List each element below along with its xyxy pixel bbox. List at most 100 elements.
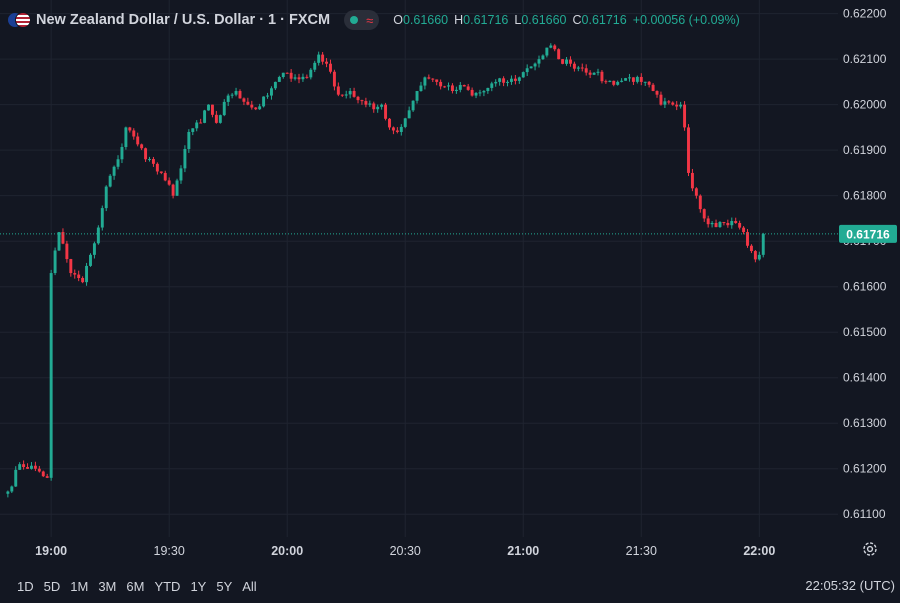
candle-body <box>301 76 305 80</box>
time-axis[interactable]: 19:00 19:30 20:00 20:30 21:00 21:30 22:00 <box>35 544 775 558</box>
candle-body <box>482 91 486 93</box>
candle-body <box>687 127 690 173</box>
candle-body <box>242 98 246 102</box>
range-all[interactable]: All <box>242 579 257 594</box>
price-tick-label: 0.62200 <box>843 7 887 21</box>
price-tick-label: 0.61500 <box>843 325 887 339</box>
candle-body <box>360 100 364 102</box>
price-axis[interactable]: 0.62200 0.62100 0.62000 0.61900 0.61800 0.617… <box>843 7 887 522</box>
candle-body <box>694 188 698 196</box>
low-label: L <box>514 13 522 27</box>
candle-body <box>478 92 482 94</box>
candle-body <box>222 101 226 116</box>
candle-body <box>490 83 494 88</box>
candle-body <box>683 104 687 128</box>
candle-body <box>580 67 584 69</box>
candle-body <box>140 144 144 149</box>
candle-body <box>631 77 635 82</box>
symbol-title[interactable]: New Zealand Dollar / U.S. Dollar · 1 · F… <box>36 12 331 28</box>
candle-body <box>541 55 545 60</box>
candle-body <box>22 464 26 468</box>
candle-body <box>576 67 580 69</box>
candle-body <box>148 159 151 161</box>
candle-body <box>179 168 183 181</box>
utc-clock[interactable]: 22:05:32 (UTC) <box>805 578 895 593</box>
candle-body <box>738 222 742 228</box>
ohlc-values: O0.61660 H0.61716 L0.61660 C0.61716 +0.0… <box>393 13 740 27</box>
range-3m[interactable]: 3M <box>98 579 117 594</box>
candle-body <box>388 118 391 128</box>
range-5d[interactable]: 5D <box>43 579 61 594</box>
candle-body <box>462 85 466 87</box>
candle-body <box>100 208 104 228</box>
candle-body <box>124 127 128 148</box>
candle-body <box>183 149 187 169</box>
open-label: O <box>393 13 403 27</box>
candle-body <box>439 81 443 87</box>
candle-body <box>210 104 214 115</box>
range-6m[interactable]: 6M <box>126 579 145 594</box>
candle-body <box>529 66 533 69</box>
candle-body <box>85 265 89 283</box>
price-tick-label: 0.62000 <box>843 98 887 112</box>
candle-body <box>203 110 207 123</box>
candle-body <box>726 222 730 226</box>
candle-body <box>706 218 710 225</box>
candle-body <box>466 86 470 90</box>
candle-body <box>612 80 616 85</box>
price-tick-label: 0.61800 <box>843 189 887 203</box>
candle-body <box>226 95 230 102</box>
candle-body <box>533 63 537 67</box>
candle-body <box>191 128 195 132</box>
candle-body <box>266 95 269 97</box>
candle-body <box>407 110 411 119</box>
candle-body <box>325 61 329 64</box>
wave-icon: ≈ <box>366 12 374 28</box>
candle-body <box>690 172 694 189</box>
range-1y[interactable]: 1Y <box>190 579 207 594</box>
candle-body <box>486 87 490 92</box>
range-1d[interactable]: 1D <box>17 579 34 594</box>
candle-body <box>73 273 77 275</box>
candle-body <box>506 81 509 83</box>
candle-body <box>159 171 163 173</box>
candle-body <box>596 71 600 73</box>
candle-body <box>14 469 18 487</box>
candle-body <box>128 127 132 131</box>
candle-body <box>309 69 313 78</box>
range-1m[interactable]: 1M <box>70 579 89 594</box>
candle-body <box>218 115 222 123</box>
candle-body <box>450 85 454 92</box>
range-ytd[interactable]: YTD <box>154 579 181 594</box>
candle-body <box>41 471 45 477</box>
candle-body <box>305 76 309 78</box>
candle-body <box>321 54 325 62</box>
range-5y[interactable]: 5Y <box>216 579 233 594</box>
candle-body <box>112 166 116 176</box>
candle-body <box>604 81 608 83</box>
candle-body <box>281 72 285 78</box>
candle-body <box>734 221 738 223</box>
candle-body <box>372 103 376 110</box>
candle-body <box>620 80 624 82</box>
candle-body <box>419 85 423 92</box>
candle-body <box>749 245 753 252</box>
price-tick-label: 0.61400 <box>843 371 887 385</box>
candle-body <box>273 81 277 89</box>
candle-body <box>120 147 124 160</box>
last-price-marker: 0.61716 <box>0 224 897 243</box>
candle-body <box>195 122 199 129</box>
candle-body <box>45 476 49 478</box>
candle-body <box>553 45 557 50</box>
market-status[interactable]: ≈ <box>344 10 380 30</box>
candle-body <box>380 104 384 107</box>
candle-body <box>545 47 549 56</box>
close-value: 0.61716 <box>581 13 627 27</box>
candle-body <box>61 232 65 244</box>
settings-gear-icon[interactable] <box>861 540 879 558</box>
candle-body <box>403 118 407 127</box>
candle-body <box>187 131 191 150</box>
candle-body <box>33 465 37 469</box>
candle-body <box>647 81 651 85</box>
